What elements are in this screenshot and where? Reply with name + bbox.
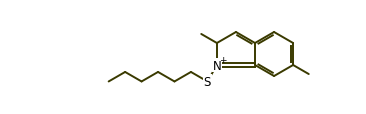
Text: S: S — [204, 75, 211, 88]
Text: N: N — [213, 59, 221, 72]
Text: +: + — [219, 56, 227, 64]
